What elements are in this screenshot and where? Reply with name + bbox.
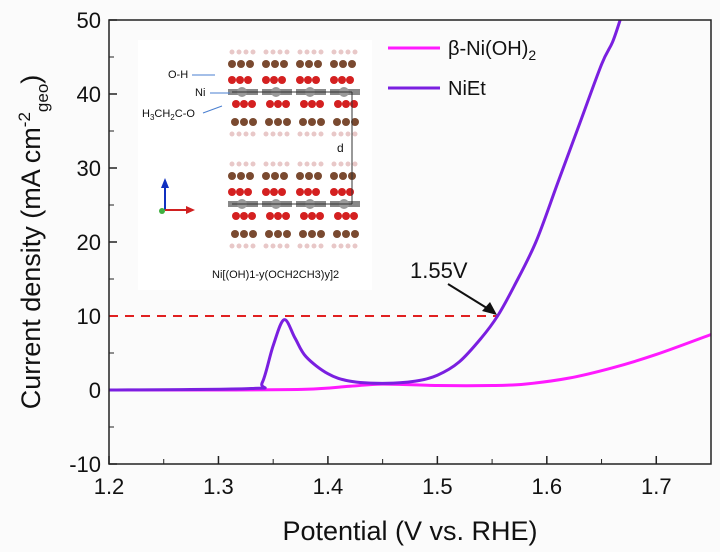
x-tick-label: 1.3: [203, 474, 234, 499]
y-tick-label: -10: [69, 452, 101, 477]
y-axis-label: Current density (mA cm-2geo): [15, 75, 52, 410]
x-axis-label: Potential (V vs. RHE): [282, 516, 537, 546]
series-line-niet: [108, 19, 622, 392]
x-tick-label: 1.2: [94, 474, 125, 499]
y-tick-label: 0: [89, 378, 101, 403]
y-tick-label: 20: [77, 230, 101, 255]
inset-oh-label: O-H: [168, 69, 188, 81]
series-line-beta-nioh2: [108, 333, 712, 392]
inset-ni-label: Ni: [195, 87, 205, 99]
plot-frame: [108, 19, 712, 465]
x-tick-label: 1.7: [641, 474, 672, 499]
annotation-arrow: [447, 283, 491, 311]
legend-label-niet: NiEt: [448, 78, 486, 100]
inset-crystal-structure: d O-H Ni H3CH2C-O Ni[(OH)1-y(OCH2CH3)y]2: [138, 40, 372, 290]
inset-ligand-label: H3CH2C-O: [142, 108, 195, 122]
legend: β-Ni(OH)2 NiEt: [388, 38, 536, 100]
y-tick-label: 10: [77, 304, 101, 329]
legend-label-beta: β-Ni(OH)2: [448, 38, 536, 63]
arrow-head: [482, 302, 497, 315]
x-tick-label: 1.4: [313, 474, 344, 499]
x-tick-label: 1.5: [422, 474, 453, 499]
inset-formula: Ni[(OH)1-y(OCH2CH3)y]2: [212, 269, 339, 281]
y-tick-label: 40: [77, 82, 101, 107]
annotation-label: 1.55V: [410, 258, 468, 283]
y-tick-label: 30: [77, 156, 101, 181]
y-tick-label: 50: [77, 8, 101, 33]
x-tick-label: 1.6: [532, 474, 563, 499]
inset-d-label: d: [337, 141, 344, 155]
